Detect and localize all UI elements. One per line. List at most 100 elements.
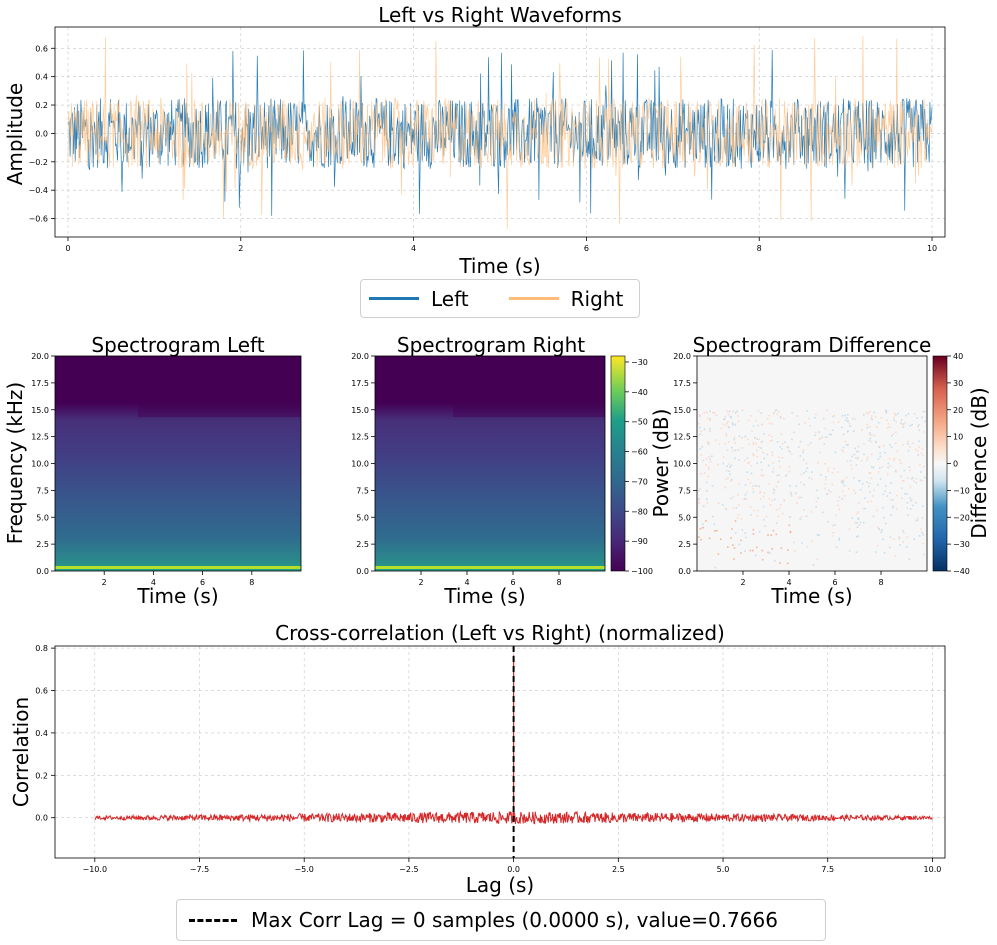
spectrogram-difference-speck: [913, 413, 916, 415]
spectrogram-difference-speck: [891, 506, 894, 509]
spectrogram-left-ticks: 2 4 6 8 0.0 2.5 5.0 7.5 10.0 12.5 15.0 17.5 20.0: [31, 352, 254, 587]
spectrogram-difference-speck: [734, 442, 736, 444]
spectrogram-difference-speck: [892, 433, 895, 435]
power-colorbar: [610, 355, 626, 572]
spectrogram-difference-speck: [851, 455, 853, 458]
spectrogram-difference-speck: [748, 443, 751, 446]
spectrogram-difference-speck: [873, 411, 875, 414]
spectrogram-difference-speck: [772, 462, 775, 464]
spectrogram-difference-speck: [831, 429, 834, 432]
spectrogram-difference-speck: [910, 499, 913, 501]
spectrogram-difference-speck: [902, 423, 905, 425]
spectrogram-difference-speck: [921, 416, 924, 419]
spectrogram-difference-speck: [857, 445, 860, 448]
spectrogram-difference-speck: [725, 434, 728, 437]
spectrogram-difference-speck: [842, 446, 845, 449]
spectrogram-difference-speck: [747, 419, 750, 422]
spectrogram-difference-speck: [853, 477, 855, 479]
spectrogram-difference-speck: [767, 534, 769, 536]
spectrogram-difference-speck: [734, 449, 737, 452]
spectrogram-difference-speck: [777, 410, 780, 413]
spectrogram-difference-speck: [755, 443, 757, 445]
spectrogram-difference-speck: [884, 490, 886, 493]
spectrogram-difference-speck: [768, 483, 771, 485]
crosscorr-ytick-label: 0.0: [35, 814, 48, 823]
spectrogram-difference-speck: [800, 496, 803, 499]
spectrogram-difference-speck: [763, 457, 765, 460]
spectrogram-difference-speck: [758, 531, 761, 533]
spectrogram-difference-speck: [700, 538, 702, 541]
spectrogram-difference-speck: [849, 460, 852, 462]
spectrogram-difference-speck: [829, 433, 831, 436]
spectrogram-difference-speck: [712, 411, 714, 414]
spectrogram-difference-speck: [707, 475, 709, 478]
spectrogram-difference-speck: [789, 491, 792, 494]
spectrogram-difference-ytick-label: 20.0: [673, 352, 691, 361]
spectrogram-difference-speck: [875, 441, 877, 443]
spectrogram-difference-speck: [734, 423, 736, 426]
crosscorr-title: Cross-correlation (Left vs Right) (norma…: [275, 621, 725, 645]
spectrogram-difference-speck: [845, 444, 848, 446]
crosscorr-axes-frame: [54, 645, 946, 859]
spectrogram-difference-speck: [698, 536, 700, 538]
spectrogram-left-xtick-label: 4: [151, 578, 156, 587]
spectrogram-difference-speck: [700, 430, 702, 432]
spectrogram-difference-speck: [824, 462, 826, 465]
spectrogram-difference-speck: [844, 419, 847, 422]
spectrogram-difference-speck: [791, 412, 793, 414]
spectrogram-difference-speck: [857, 458, 859, 460]
spectrogram-difference-speck: [727, 546, 729, 548]
spectrogram-difference-speck: [824, 427, 827, 430]
spectrogram-difference-speck: [876, 509, 878, 512]
legend-label-right: Right: [570, 286, 624, 311]
spectrogram-difference-speck: [887, 423, 890, 425]
legend-label-max-corr: Max Corr Lag = 0 samples (0.0000 s), val…: [251, 908, 778, 932]
power-colorbar-tick-label: −80: [631, 507, 648, 516]
spectrogram-difference-speck: [842, 450, 844, 453]
spectrogram-difference-speck: [698, 498, 700, 501]
spectrogram-difference-speck: [816, 489, 818, 492]
spectrogram-difference-speck: [879, 452, 882, 454]
spectrogram-difference-speck: [793, 431, 795, 434]
spectrogram-difference-speck: [810, 478, 813, 480]
spectrogram-difference-speck: [900, 462, 902, 464]
spectrogram-difference-speck: [730, 416, 733, 419]
spectrogram-right-ticks: 2 4 6 8 0.0 2.5 5.0 7.5 10.0 12.5 15.0 17.5 20.0: [351, 352, 561, 587]
spectrogram-difference-speck: [857, 518, 860, 521]
spectrogram-difference-speck: [890, 514, 892, 516]
spectrogram-right-image: [375, 356, 605, 571]
spectrogram-difference-speck: [787, 449, 790, 452]
spectrogram-difference-speck: [703, 472, 706, 474]
spectrogram-difference-speck: [724, 486, 727, 489]
spectrogram-difference-speck: [732, 544, 734, 546]
spectrogram-right-ytick-label: 5.0: [356, 513, 369, 522]
spectrogram-difference-speck: [744, 435, 747, 438]
spectrogram-difference-speck: [832, 532, 835, 534]
spectrogram-difference-speck: [825, 476, 827, 478]
spectrogram-difference-speck: [872, 515, 875, 518]
spectrogram-difference-speck: [884, 451, 886, 454]
spectrogram-difference-speck: [799, 455, 802, 457]
spectrogram-difference-speck: [909, 508, 912, 510]
spectrogram-difference-speck: [824, 487, 826, 490]
spectrogram-difference-speck: [744, 459, 746, 461]
spectrogram-difference-speck: [756, 462, 758, 465]
difference-colorbar-tick-label: 40: [953, 352, 963, 361]
spectrogram-difference-speck: [885, 409, 887, 412]
spectrogram-difference-speck: [876, 426, 878, 428]
spectrogram-difference-speck: [783, 499, 786, 502]
spectrogram-left-ytick-label: 20.0: [31, 352, 49, 361]
spectrogram-difference-speck: [782, 512, 784, 515]
spectrogram-difference-speck: [806, 546, 809, 548]
spectrogram-difference-speck: [747, 438, 749, 441]
spectrogram-difference-speck: [862, 483, 864, 485]
spectrogram-difference-speck: [857, 456, 859, 459]
spectrogram-difference-speck: [773, 492, 775, 494]
spectrogram-difference-speck: [920, 471, 922, 473]
spectrogram-difference-speck: [731, 528, 733, 530]
spectrogram-difference-speck: [889, 536, 892, 538]
spectrogram-difference-speck: [762, 474, 765, 477]
spectrogram-difference-ytick-label: 5.0: [678, 513, 691, 522]
spectrogram-difference-speck: [803, 509, 805, 511]
